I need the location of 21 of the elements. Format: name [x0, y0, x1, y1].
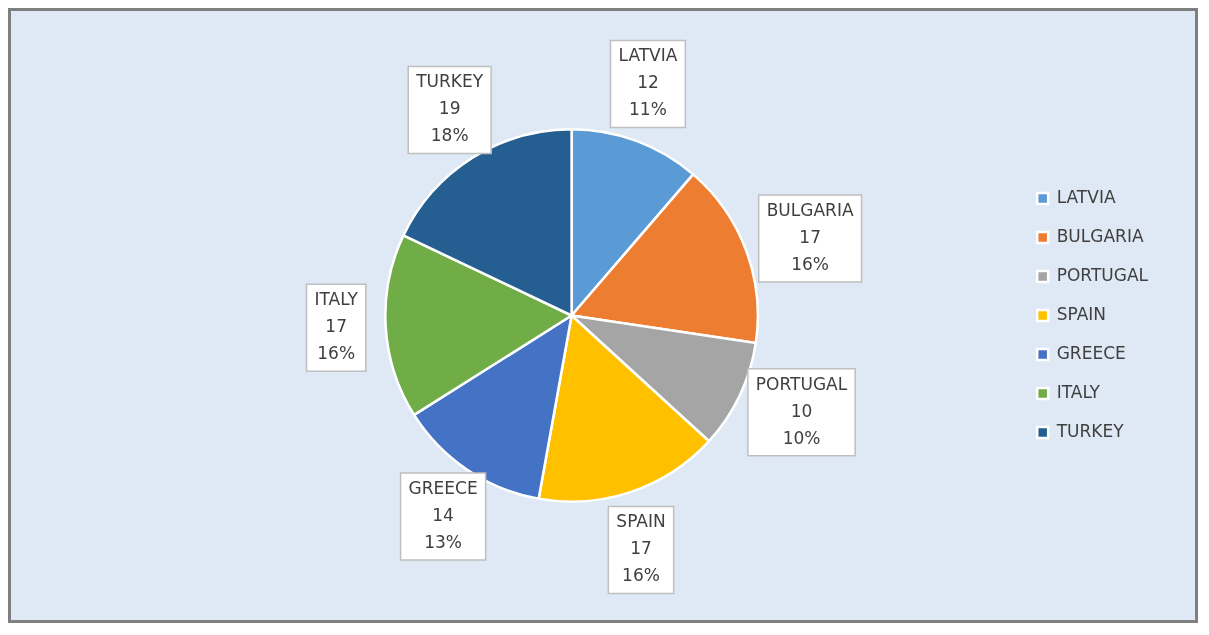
data-label: 17 16%	[622, 538, 660, 586]
data-label: 17 16%	[317, 316, 356, 364]
slice-label: LATVIA	[618, 45, 678, 66]
legend-label: ITALY	[1056, 381, 1101, 402]
legend-label: SPAIN	[1056, 303, 1107, 324]
legend-label: PORTUGAL	[1056, 264, 1149, 285]
legend-label: TURKEY	[1055, 420, 1125, 441]
data-label: 12 11%	[629, 72, 667, 120]
slice-label: GREECE	[408, 477, 478, 498]
legend-label: BULGARIA	[1056, 225, 1144, 246]
slice-label: BULGARIA	[766, 199, 854, 220]
slice-label: PORTUGAL	[755, 373, 848, 394]
data-label: 10 10%	[782, 400, 821, 448]
slice-label: TURKEY	[415, 71, 484, 92]
data-label: 17 16%	[791, 226, 830, 274]
data-label: 14 13%	[424, 504, 462, 552]
data-label: 19 18%	[430, 98, 469, 146]
legend-label: GREECE	[1056, 342, 1126, 363]
legend-label: LATVIA	[1056, 186, 1116, 207]
slice-label: ITALY	[314, 289, 359, 310]
slice-label: SPAIN	[616, 511, 666, 532]
